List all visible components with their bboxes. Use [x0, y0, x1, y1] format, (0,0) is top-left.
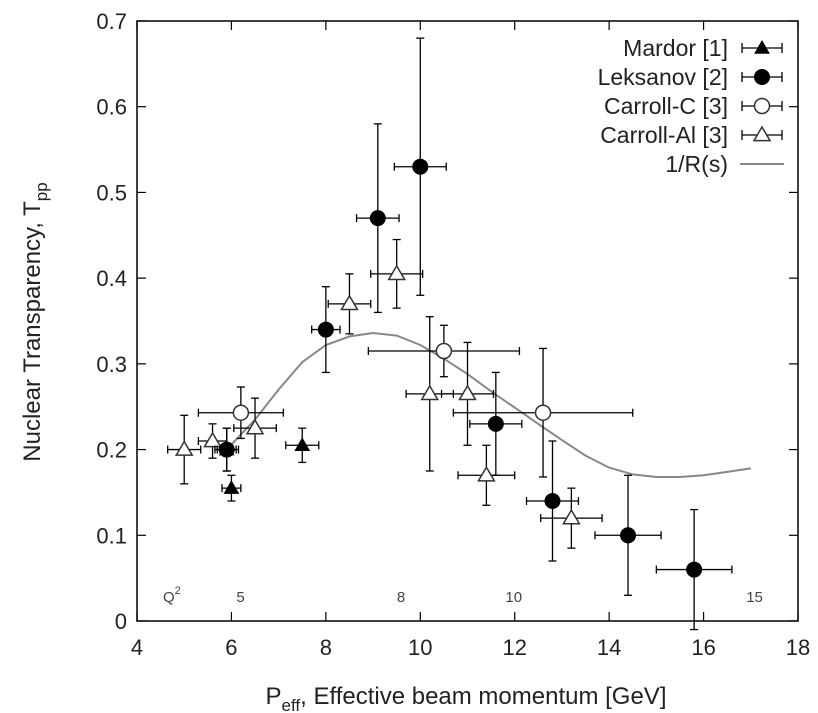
q2-label-sup: 2 — [175, 585, 181, 597]
data-points — [167, 37, 733, 631]
data-point — [167, 414, 202, 485]
data-point — [197, 423, 228, 459]
data-point — [452, 347, 634, 478]
y-tick-label: 0.1 — [96, 523, 127, 548]
legend-label: 1/R(s) — [665, 151, 728, 177]
x-tick-label: 10 — [408, 635, 432, 660]
marker-open-triangle — [562, 508, 581, 525]
marker-open-circle — [753, 97, 771, 115]
marker-filled-triangle — [294, 437, 311, 452]
data-point — [311, 286, 341, 374]
marker-open-circle — [534, 404, 552, 421]
x-tick-label: 6 — [225, 635, 237, 660]
marker-open-triangle — [174, 440, 194, 456]
data-point — [370, 238, 424, 309]
plot-border — [136, 20, 799, 622]
legend-label: Carroll-C [3] — [604, 93, 728, 119]
data-point — [655, 508, 733, 631]
axis-ticks: 4 6 8 10 12 14 16 18 0 0.1 0.2 0.3 0.4 0.5 0.6 0.7 — [96, 9, 810, 660]
x-axis-title-main: P — [266, 683, 282, 710]
curve-1-over-R-s — [225, 331, 751, 478]
marker-filled-triangle — [218, 441, 235, 456]
y-tick-label: 0.7 — [96, 9, 127, 34]
data-point — [367, 324, 521, 378]
q2-tick-label: 5 — [236, 589, 244, 606]
q2-tick-label: 8 — [397, 589, 405, 606]
data-point — [457, 444, 516, 506]
legend-entry: Leksanov [2] — [598, 64, 783, 90]
x-axis-title-rest: , Effective beam momentum [GeV] — [300, 683, 666, 710]
x-axis-title: Peff, Effective beam momentum [GeV] — [266, 683, 667, 713]
curve-layer — [225, 331, 751, 478]
marker-open-circle — [435, 342, 453, 360]
y-tick-label: 0.2 — [96, 438, 127, 463]
marker-open-triangle — [420, 384, 440, 401]
marker-filled-circle — [412, 158, 429, 175]
marker-filled-circle — [317, 321, 334, 338]
legend-label: Carroll-Al [3] — [600, 122, 728, 148]
plot-frame — [136, 20, 799, 622]
x-tick-label: 12 — [502, 635, 526, 660]
marker-open-triangle — [477, 465, 496, 482]
data-point — [216, 427, 237, 472]
legend-entry: Carroll-C [3] — [604, 93, 783, 119]
y-axis-title: Nuclear Transparency, Tpp — [19, 182, 51, 461]
q2-label: Q2 — [163, 585, 181, 606]
marker-filled-triangle — [223, 480, 240, 494]
data-point — [327, 273, 372, 335]
marker-open-triangle — [203, 431, 222, 448]
marker-filled-circle — [487, 415, 504, 432]
marker-filled-circle — [754, 69, 770, 85]
data-point — [197, 386, 285, 440]
marker-open-triangle — [458, 384, 477, 401]
marker-open-triangle — [245, 418, 265, 435]
x-tick-label: 18 — [786, 635, 810, 660]
data-point — [469, 371, 523, 476]
data-point — [221, 474, 242, 502]
data-point — [355, 123, 400, 314]
y-tick-label: 0.6 — [96, 95, 127, 120]
data-point — [540, 487, 603, 549]
marker-open-triangle — [340, 294, 359, 311]
marker-filled-circle — [369, 210, 386, 227]
marker-open-triangle — [752, 125, 772, 142]
marker-open-triangle — [387, 264, 406, 281]
marker-filled-circle — [620, 527, 637, 544]
q2-scale: Q2 5 8 10 15 — [163, 585, 763, 606]
x-tick-label: 16 — [691, 635, 715, 660]
y-tick-label: 0.5 — [96, 180, 127, 205]
data-point — [393, 37, 447, 296]
legend: Mardor [1] Leksanov [2] Carroll-C [3] Carro… — [598, 35, 784, 177]
y-tick-label: 0 — [115, 609, 127, 634]
x-tick-label: 8 — [320, 635, 332, 660]
y-axis-title-sub: pp — [32, 182, 51, 201]
x-tick-label: 4 — [131, 635, 143, 660]
x-axis-title-sub: eff — [282, 696, 301, 713]
data-point — [525, 440, 580, 562]
y-tick-label: 0.4 — [96, 266, 127, 291]
marker-open-circle — [232, 404, 250, 421]
legend-label: Mardor [1] — [623, 35, 728, 61]
legend-entry: Carroll-Al [3] — [600, 122, 783, 148]
data-point — [285, 427, 320, 464]
data-point — [440, 341, 495, 446]
marker-filled-circle — [544, 493, 561, 509]
y-axis-title-main: Nuclear Transparency, T — [19, 201, 46, 462]
x-tick-label: 14 — [597, 635, 621, 660]
marker-filled-triangle — [754, 39, 770, 54]
data-point — [594, 474, 662, 596]
q2-label-base: Q — [163, 589, 175, 606]
legend-entry: Mardor [1] — [623, 35, 783, 61]
marker-filled-circle — [686, 561, 703, 578]
legend-label: Leksanov [2] — [598, 64, 728, 90]
q2-tick-label: 15 — [746, 589, 763, 606]
legend-entry: 1/R(s) — [665, 151, 784, 177]
q2-tick-label: 10 — [505, 589, 522, 606]
y-tick-label: 0.3 — [96, 352, 127, 377]
